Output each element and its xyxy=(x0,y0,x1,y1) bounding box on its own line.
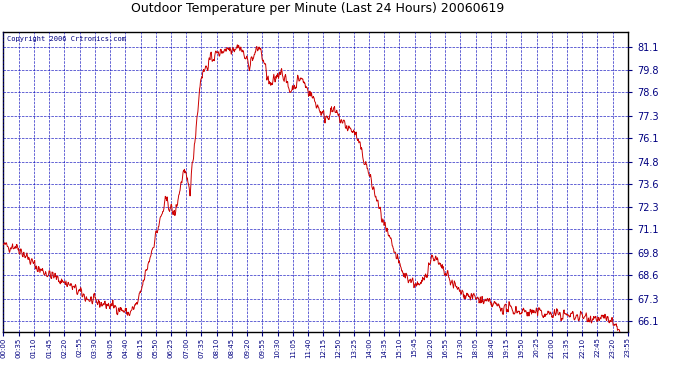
Text: Copyright 2006 Crtronics.com: Copyright 2006 Crtronics.com xyxy=(7,36,126,42)
Text: Outdoor Temperature per Minute (Last 24 Hours) 20060619: Outdoor Temperature per Minute (Last 24 … xyxy=(131,2,504,15)
